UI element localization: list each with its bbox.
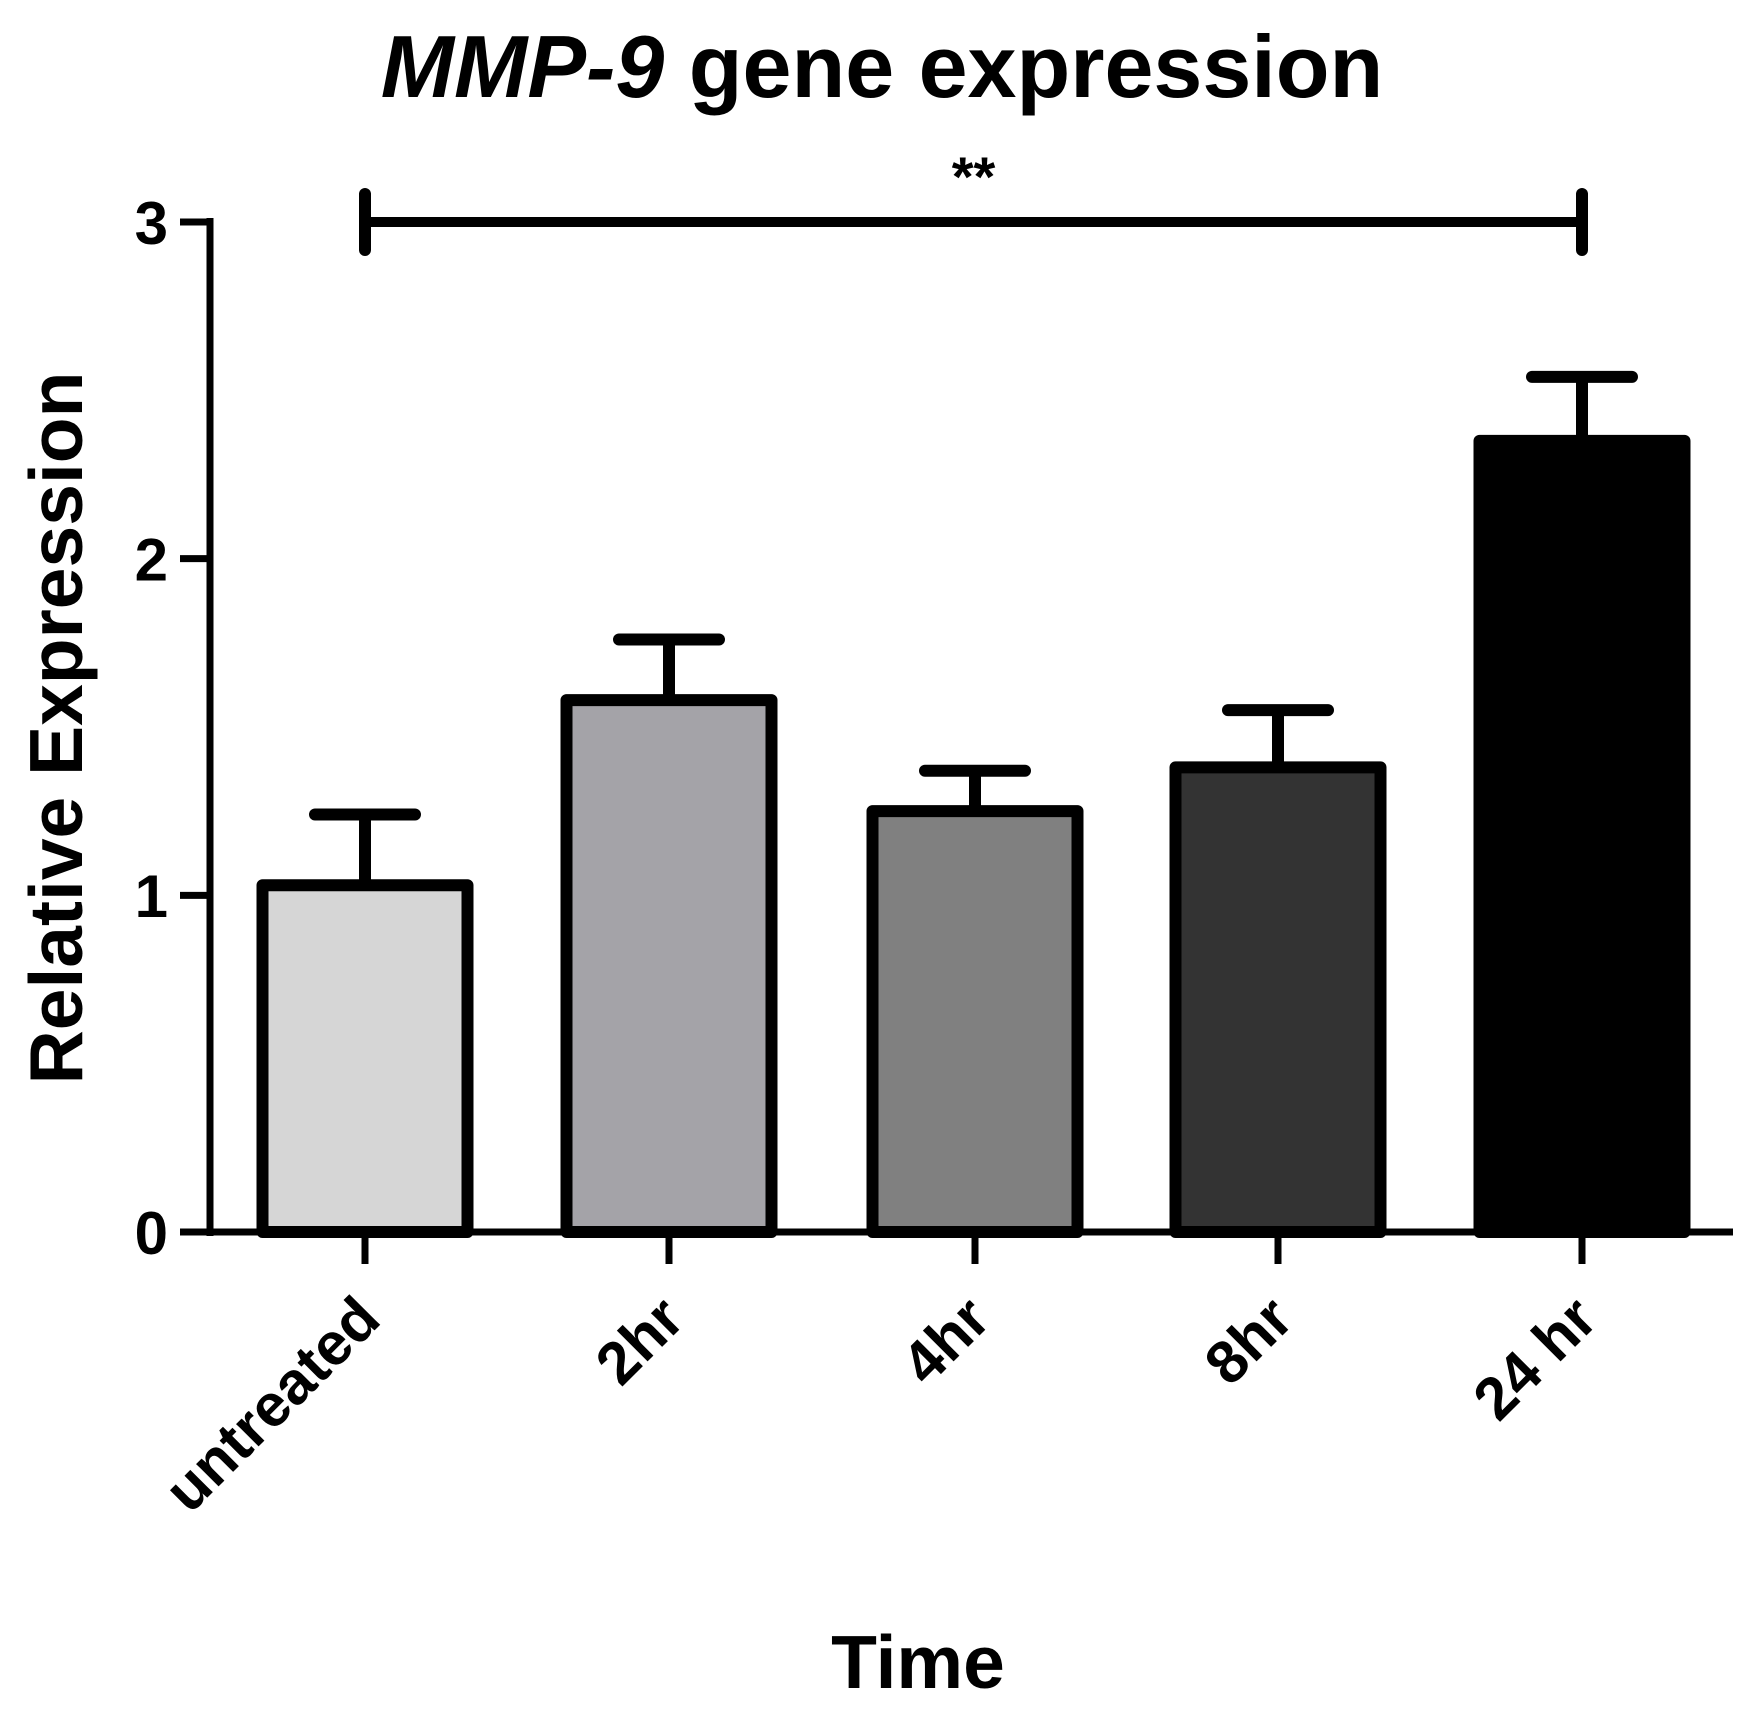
chart-title-rest: gene expression bbox=[664, 17, 1383, 116]
x-tick-label: untreated bbox=[152, 1284, 393, 1525]
x-tick-label: 2hr bbox=[583, 1284, 696, 1397]
significance-annotation: ** bbox=[359, 145, 1588, 256]
significance-label: ** bbox=[952, 145, 996, 208]
bar bbox=[1473, 434, 1691, 1239]
y-tick-label: 0 bbox=[135, 1200, 168, 1267]
y-tick-label: 2 bbox=[135, 527, 168, 594]
error-bars bbox=[309, 370, 1638, 886]
y-axis-label: Relative Expression bbox=[14, 372, 98, 1085]
x-ticks: untreated 2hr 4hr 8hr 24 hr bbox=[152, 1232, 1609, 1525]
chart-title-gene: MMP-9 bbox=[381, 17, 665, 116]
y-ticks: 0 1 2 3 bbox=[135, 190, 210, 1267]
chart-title: MMP-9 gene expression bbox=[381, 17, 1384, 116]
x-tick-label: 24 hr bbox=[1460, 1284, 1609, 1433]
y-tick-label: 1 bbox=[135, 863, 168, 930]
x-axis-label: Time bbox=[831, 1620, 1005, 1704]
x-tick-label: 4hr bbox=[889, 1284, 1002, 1397]
bars bbox=[256, 434, 1691, 1239]
bar bbox=[866, 805, 1084, 1239]
bar bbox=[256, 879, 474, 1238]
bar bbox=[1169, 761, 1387, 1239]
x-tick-label: 8hr bbox=[1192, 1284, 1305, 1397]
bar bbox=[560, 694, 778, 1238]
y-tick-label: 3 bbox=[135, 190, 168, 257]
